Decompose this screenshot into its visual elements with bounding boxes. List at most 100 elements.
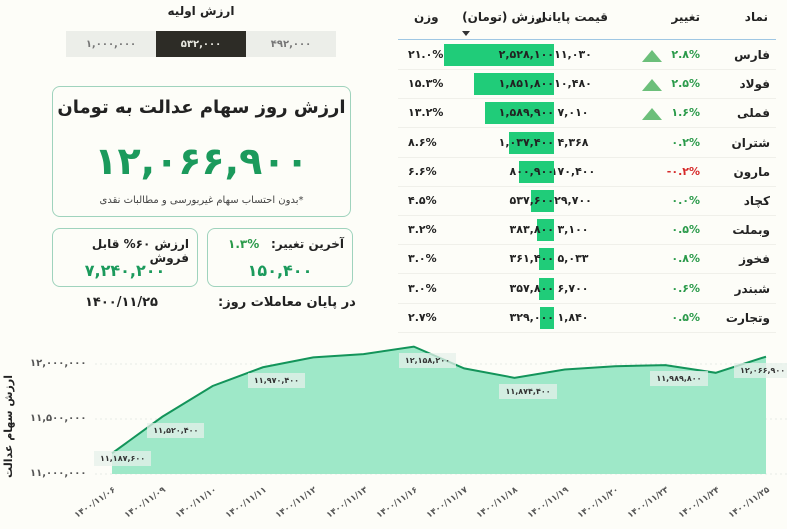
sort-desc-icon bbox=[462, 31, 470, 36]
last-change-amount: ۱۵۰,۴۰۰ bbox=[247, 261, 313, 280]
header-value[interactable]: ارزش (تومان) bbox=[462, 10, 546, 24]
value-bar bbox=[519, 160, 554, 183]
row-value: ۱,۰۳۷,۴۰۰ bbox=[498, 135, 554, 149]
value-bar bbox=[444, 44, 554, 66]
row-change: -۰.۲% bbox=[666, 164, 700, 178]
row-symbol[interactable]: مارون bbox=[733, 164, 770, 179]
initial-value-option-1000000[interactable]: ۱,۰۰۰,۰۰۰ bbox=[66, 31, 156, 57]
header-change[interactable]: تغییر bbox=[671, 10, 700, 24]
table-row[interactable]: فخوز ۰.۸% ۵,۰۳۳ ۳۶۱,۴۰۰ ۳.۰% bbox=[398, 245, 776, 275]
header-close-price[interactable]: قیمت پایانی bbox=[535, 10, 608, 24]
data-point-label: ۱۱,۹۷۰,۴۰۰ bbox=[247, 373, 306, 389]
up-triangle-icon bbox=[642, 79, 662, 92]
up-triangle-icon bbox=[642, 50, 662, 62]
row-change: ۰.۸% bbox=[671, 252, 700, 266]
table-row[interactable]: کچاد ۰.۰% ۲۹,۷۰۰ ۵۳۷,۶۰۰ ۴.۵% bbox=[398, 187, 776, 216]
row-close-price: ۶,۷۰۰ bbox=[557, 281, 589, 295]
row-value: ۳۵۷,۸۰۰ bbox=[509, 281, 554, 295]
row-close-price: ۷,۰۱۰ bbox=[557, 106, 589, 120]
row-weight: ۴.۵% bbox=[408, 194, 437, 207]
row-weight: ۱۳.۲% bbox=[408, 106, 444, 120]
initial-value-title: ارزش اولیه bbox=[167, 4, 235, 18]
header-symbol[interactable]: نماد bbox=[744, 10, 768, 24]
daily-value-card: ارزش روز سهام عدالت به تومان ۱۲,۰۶۶,۹۰۰ … bbox=[52, 86, 351, 217]
sellable-value-title: ارزش ۶۰% قابل فروش bbox=[91, 237, 189, 265]
row-value: ۳۲۹,۰۰۰ bbox=[509, 310, 554, 324]
end-of-trading-label: در پایان معاملات روز: bbox=[218, 295, 356, 310]
sellable-value-amount: ۷,۲۴۰,۲۰۰ bbox=[84, 261, 166, 280]
row-change: ۰.۲% bbox=[671, 135, 700, 149]
row-symbol[interactable]: فملی bbox=[737, 106, 770, 121]
row-symbol[interactable]: کچاد bbox=[743, 194, 770, 208]
row-change: ۲.۵% bbox=[671, 77, 700, 91]
y-tick-11000000: ۱۱,۰۰۰,۰۰۰ bbox=[30, 468, 87, 479]
row-close-price: ۱,۸۴۰ bbox=[557, 310, 589, 324]
data-point-label: ۱۲,۱۵۸,۲۰۰ bbox=[398, 352, 456, 368]
row-close-price: ۴,۳۶۸ bbox=[557, 135, 589, 149]
row-weight: ۳.۰% bbox=[408, 281, 437, 295]
table-row[interactable]: وتجارت ۰.۵% ۱,۸۴۰ ۳۲۹,۰۰۰ ۲.۷% bbox=[398, 304, 776, 333]
row-change: ۲.۸% bbox=[671, 48, 700, 61]
data-point-label: ۱۱,۱۸۷,۶۰۰ bbox=[94, 451, 152, 467]
last-change-percent: ۱.۳% bbox=[228, 237, 260, 251]
value-bar bbox=[539, 277, 554, 300]
value-bar bbox=[537, 219, 554, 242]
row-value: ۳۶۱,۴۰۰ bbox=[509, 252, 554, 266]
row-weight: ۳.۲% bbox=[408, 223, 437, 237]
data-point-label: ۱۲,۰۶۶,۹۰۰ bbox=[734, 362, 787, 378]
row-weight: ۲۱.۰% bbox=[408, 48, 444, 61]
row-symbol[interactable]: فخوز bbox=[739, 252, 770, 267]
initial-value-option-532000[interactable]: ۵۳۲,۰۰۰ bbox=[156, 31, 246, 57]
table-header: نماد تغییر قیمت پایانی ارزش (تومان) وزن bbox=[398, 0, 776, 40]
table-row[interactable]: فولاد ۲.۵% ۱۰,۴۸۰ ۱,۸۵۱,۸۰۰ ۱۵.۳% bbox=[398, 70, 776, 100]
value-bar bbox=[509, 131, 554, 154]
data-point-label: ۱۱,۹۸۹,۸۰۰ bbox=[650, 371, 708, 387]
initial-value-option-492000[interactable]: ۴۹۲,۰۰۰ bbox=[246, 31, 336, 57]
value-bar bbox=[485, 102, 554, 125]
y-tick-11500000: ۱۱,۵۰۰,۰۰۰ bbox=[30, 413, 87, 424]
table-row[interactable]: شتران ۰.۲% ۴,۳۶۸ ۱,۰۳۷,۴۰۰ ۸.۶% bbox=[398, 129, 776, 158]
row-symbol[interactable]: شتران bbox=[731, 135, 770, 150]
value-bar bbox=[539, 248, 554, 271]
row-symbol[interactable]: فارس bbox=[734, 48, 770, 62]
header-weight[interactable]: وزن bbox=[414, 10, 439, 24]
table-row[interactable]: فملی ۱.۶% ۷,۰۱۰ ۱,۵۸۹,۹۰۰ ۱۳.۲% bbox=[398, 99, 776, 129]
up-triangle-icon bbox=[642, 108, 662, 121]
data-point-label: ۱۱,۵۲۰,۴۰۰ bbox=[147, 422, 205, 438]
table-row[interactable]: شبندر ۰.۶% ۶,۷۰۰ ۳۵۷,۸۰۰ ۳.۰% bbox=[398, 275, 776, 304]
value-history-chart: ارزش سهام عدالت ۱۱,۰۰۰,۰۰۰ ۱۱,۵۰۰,۰۰۰ ۱۲… bbox=[0, 325, 787, 522]
last-change-title: آخرین تغییر: bbox=[270, 237, 344, 251]
value-bar bbox=[531, 190, 554, 212]
row-change: ۱.۶% bbox=[671, 106, 700, 120]
row-value: ۱,۵۸۹,۹۰۰ bbox=[498, 106, 554, 120]
trading-date: ۱۴۰۰/۱۱/۲۵ bbox=[85, 295, 158, 310]
row-symbol[interactable]: وتجارت bbox=[725, 310, 770, 325]
table-row[interactable]: فارس ۲.۸% ۱۱,۰۳۰ ۲,۵۲۸,۱۰۰ ۲۱.۰% bbox=[398, 41, 776, 70]
value-bar bbox=[474, 73, 554, 96]
row-close-price: ۲۹,۷۰۰ bbox=[554, 194, 592, 207]
row-close-price: ۱۰,۴۸۰ bbox=[554, 77, 592, 91]
row-close-price: ۱۷۰,۴۰۰ bbox=[550, 164, 596, 178]
table-row[interactable]: وبملت ۰.۵% ۳,۱۰۰ ۳۸۳,۸۰۰ ۳.۲% bbox=[398, 216, 776, 246]
row-value: ۵۳۷,۶۰۰ bbox=[509, 194, 554, 207]
row-change: ۰.۶% bbox=[671, 281, 700, 295]
row-change: ۰.۵% bbox=[671, 310, 700, 324]
row-weight: ۶.۶% bbox=[408, 164, 437, 178]
row-value: ۱,۸۵۱,۸۰۰ bbox=[498, 77, 554, 91]
row-value: ۸۰۰,۹۰۰ bbox=[509, 164, 554, 178]
row-value: ۲,۵۲۸,۱۰۰ bbox=[498, 48, 554, 61]
value-bar bbox=[540, 306, 554, 329]
row-change: ۰.۰% bbox=[671, 194, 700, 207]
daily-value-amount: ۱۲,۰۶۶,۹۰۰ bbox=[94, 139, 309, 183]
row-symbol[interactable]: وبملت bbox=[732, 223, 770, 238]
row-symbol[interactable]: شبندر bbox=[734, 281, 770, 296]
row-close-price: ۳,۱۰۰ bbox=[557, 223, 589, 237]
row-weight: ۳.۰% bbox=[408, 252, 437, 266]
row-weight: ۲.۷% bbox=[408, 310, 437, 324]
row-change: ۰.۵% bbox=[671, 223, 700, 237]
row-symbol[interactable]: فولاد bbox=[739, 77, 770, 92]
daily-value-title: ارزش روز سهام عدالت به تومان bbox=[57, 97, 346, 118]
last-change-card: آخرین تغییر: ۱.۳% ۱۵۰,۴۰۰ bbox=[207, 228, 353, 287]
table-row[interactable]: مارون -۰.۲% ۱۷۰,۴۰۰ ۸۰۰,۹۰۰ ۶.۶% bbox=[398, 158, 776, 187]
data-point-label: ۱۱,۸۷۴,۴۰۰ bbox=[499, 383, 557, 399]
